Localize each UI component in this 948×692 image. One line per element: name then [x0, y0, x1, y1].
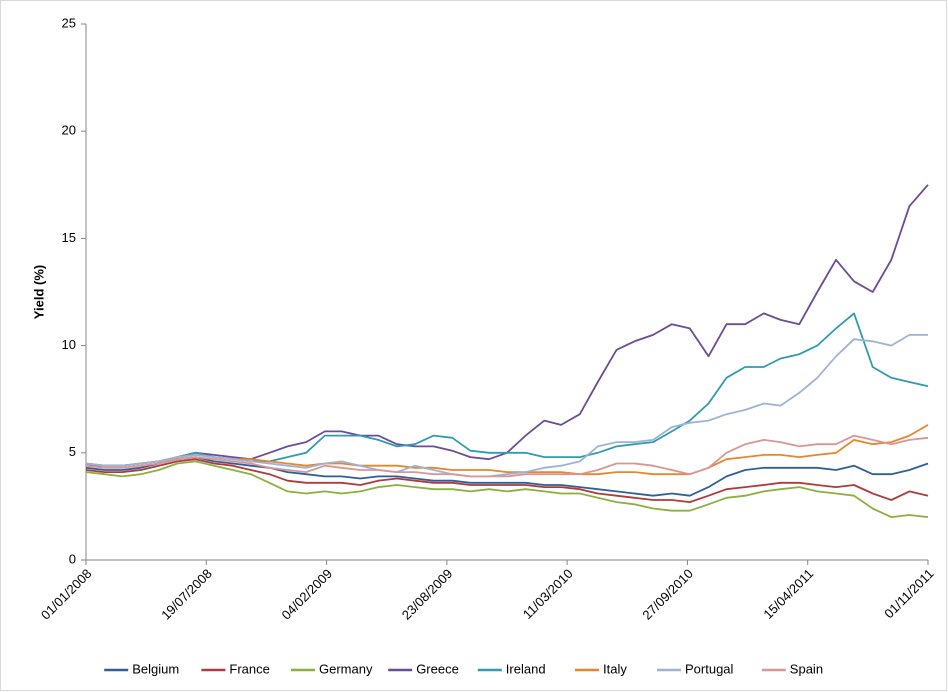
- series-line: [85, 460, 929, 518]
- legend-label: Germany: [319, 661, 373, 676]
- legend-label: Greece: [416, 661, 459, 676]
- y-tick-label: 0: [69, 551, 76, 566]
- series-line: [85, 333, 928, 478]
- series-line: [85, 456, 929, 497]
- y-tick-label: 25: [62, 15, 76, 30]
- series-line: [85, 434, 929, 478]
- y-tick-label: 10: [62, 337, 76, 352]
- legend-label: Spain: [790, 661, 823, 676]
- y-tick-label: 20: [62, 123, 76, 138]
- legend-label: France: [229, 661, 269, 676]
- legend-label: Portugal: [685, 661, 734, 676]
- y-tick-label: 5: [69, 444, 76, 459]
- legend-label: Italy: [603, 661, 627, 676]
- y-axis-label: Yield (%): [31, 265, 46, 319]
- y-tick-label: 15: [62, 230, 76, 245]
- legend-label: Ireland: [506, 661, 546, 676]
- legend: Belgium France Germany Greece Ireland Italy Po…: [104, 661, 823, 676]
- series-line: [85, 458, 929, 504]
- legend-label: Belgium: [132, 661, 179, 676]
